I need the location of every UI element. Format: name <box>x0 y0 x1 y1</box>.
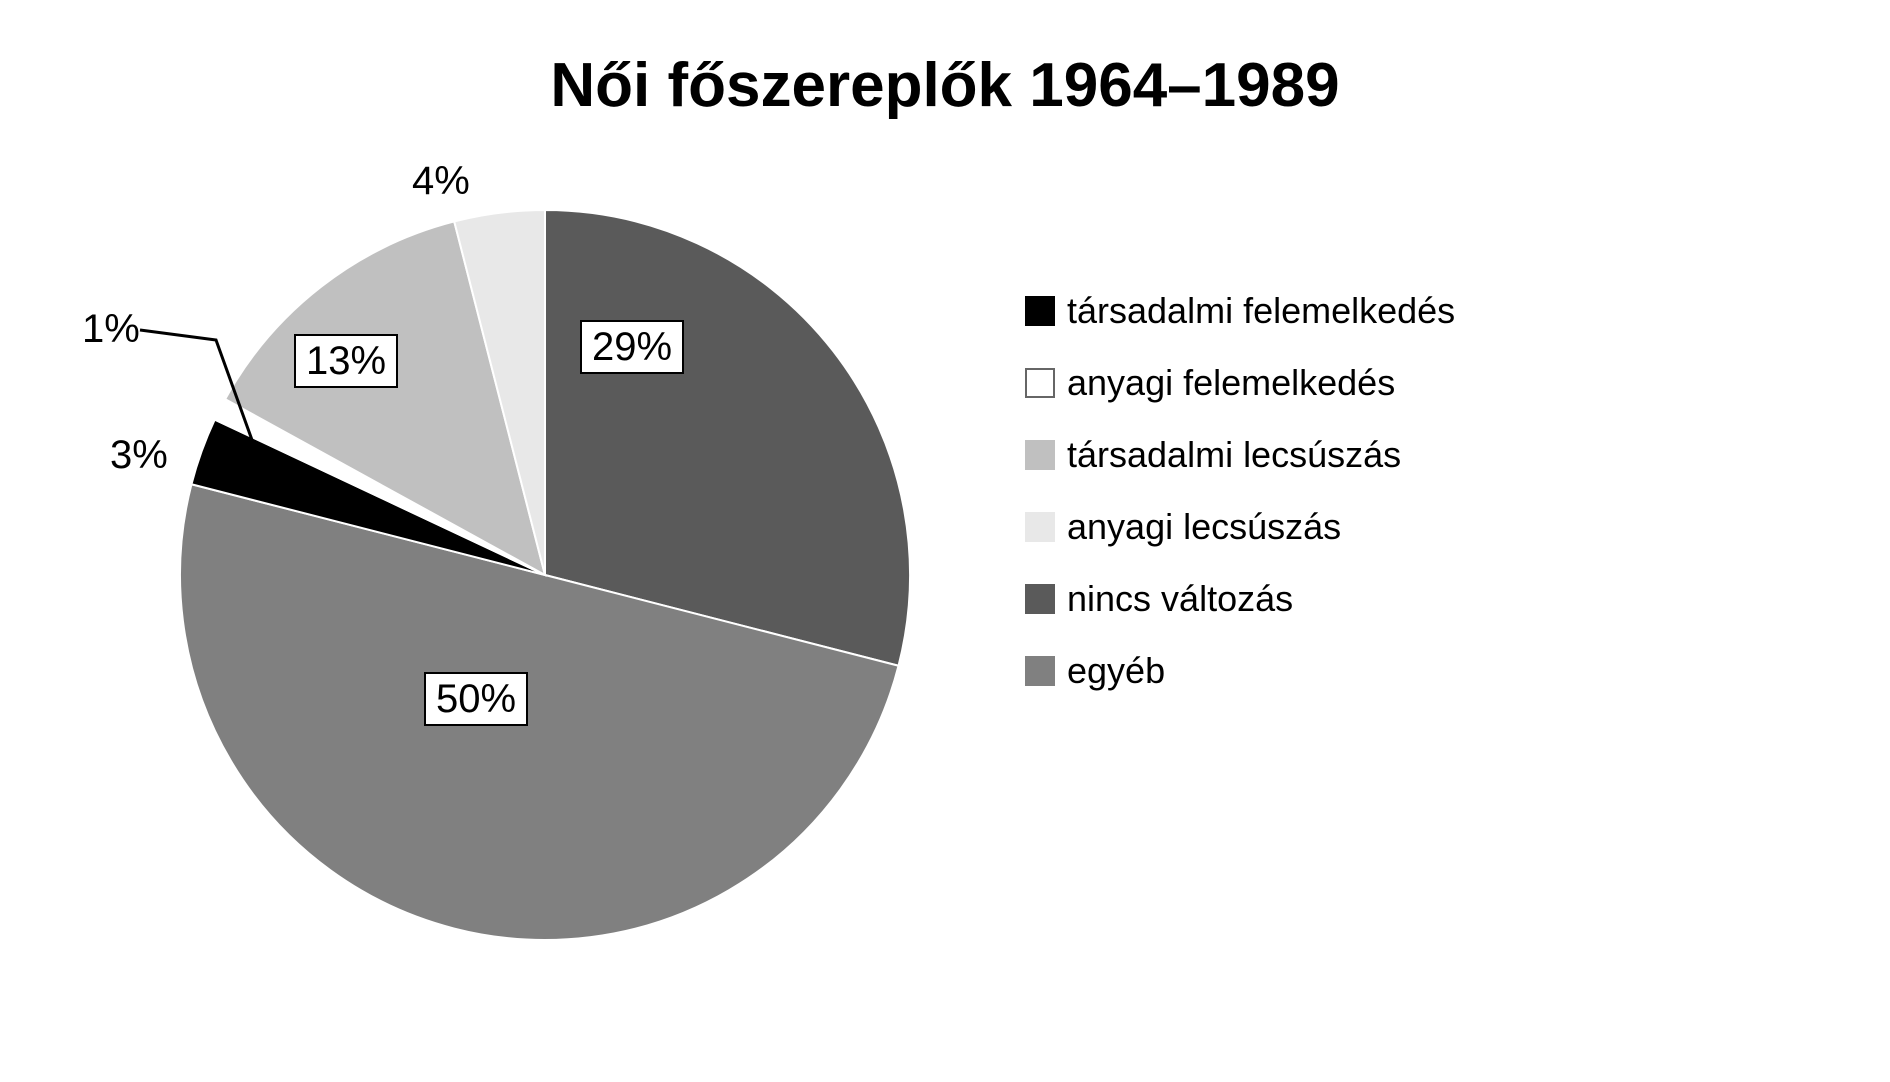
legend-item: anyagi lecsúszás <box>1025 506 1725 548</box>
legend-label: anyagi felemelkedés <box>1067 362 1395 404</box>
pie-svg <box>170 200 920 950</box>
ext-label: 4% <box>412 158 470 204</box>
legend-item: egyéb <box>1025 650 1725 692</box>
legend-item: anyagi felemelkedés <box>1025 362 1725 404</box>
ext-label: 1% <box>82 306 140 352</box>
pct-label: 50% <box>424 672 528 726</box>
legend-label: anyagi lecsúszás <box>1067 506 1341 548</box>
legend-swatch <box>1025 440 1055 470</box>
legend-label: társadalmi lecsúszás <box>1067 434 1401 476</box>
pct-label: 29% <box>580 320 684 374</box>
pie-chart-area <box>170 200 920 950</box>
legend-swatch <box>1025 584 1055 614</box>
chart-title: Női főszereplők 1964–1989 <box>0 50 1890 121</box>
pct-label: 13% <box>294 334 398 388</box>
legend-item: társadalmi felemelkedés <box>1025 290 1725 332</box>
legend-swatch <box>1025 368 1055 398</box>
legend-label: nincs változás <box>1067 578 1293 620</box>
legend: társadalmi felemelkedés anyagi felemelked… <box>1025 290 1725 722</box>
legend-label: egyéb <box>1067 650 1165 692</box>
legend-item: nincs változás <box>1025 578 1725 620</box>
legend-swatch <box>1025 296 1055 326</box>
legend-item: társadalmi lecsúszás <box>1025 434 1725 476</box>
legend-swatch <box>1025 512 1055 542</box>
ext-label: 3% <box>110 432 168 478</box>
legend-swatch <box>1025 656 1055 686</box>
legend-label: társadalmi felemelkedés <box>1067 290 1455 332</box>
